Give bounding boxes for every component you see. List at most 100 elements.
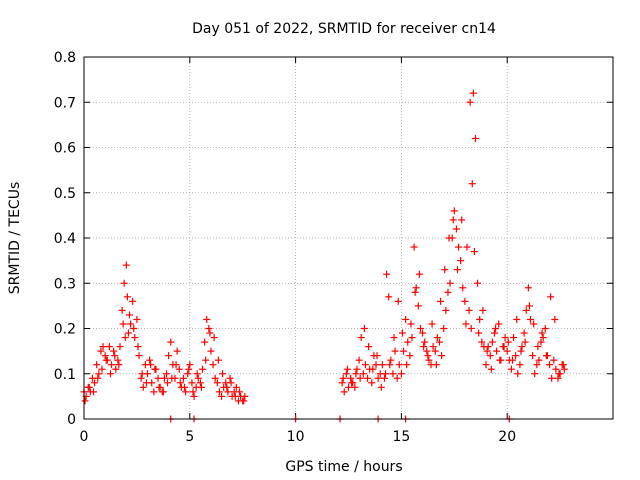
data-point — [521, 338, 529, 346]
y-tick-label: 0.7 — [54, 95, 76, 111]
data-point — [503, 347, 511, 355]
data-point — [155, 383, 163, 391]
data-point — [347, 374, 355, 382]
data-point — [389, 370, 397, 378]
data-point — [463, 243, 471, 251]
data-point — [462, 320, 470, 328]
data-point — [175, 365, 183, 373]
data-point — [168, 374, 176, 382]
data-point — [479, 306, 487, 314]
data-point — [478, 338, 486, 346]
data-point — [552, 365, 560, 373]
y-tick-label: 0 — [67, 412, 76, 428]
data-point — [209, 361, 217, 369]
data-point — [194, 374, 202, 382]
data-point — [184, 370, 192, 378]
data-point — [431, 347, 439, 355]
data-point — [482, 361, 490, 369]
data-point — [446, 279, 454, 287]
data-point — [202, 356, 210, 364]
data-point — [412, 284, 420, 292]
data-point — [423, 347, 431, 355]
data-point — [438, 352, 446, 360]
data-point — [530, 320, 538, 328]
data-point — [408, 334, 416, 342]
data-point — [508, 356, 516, 364]
data-point — [193, 370, 201, 378]
data-point — [101, 352, 109, 360]
data-point — [213, 379, 221, 387]
data-point — [424, 352, 432, 360]
data-point — [560, 365, 568, 373]
data-point — [501, 334, 509, 342]
data-point — [351, 383, 359, 391]
data-point — [512, 352, 520, 360]
data-point — [360, 325, 368, 332]
x-tick-label: 20 — [498, 429, 516, 445]
data-point — [411, 288, 419, 296]
data-point — [98, 365, 106, 373]
data-point — [165, 352, 173, 360]
data-point — [487, 365, 495, 373]
data-point — [342, 370, 350, 378]
data-point — [410, 243, 418, 251]
data-point — [537, 338, 545, 346]
data-point — [554, 374, 562, 382]
data-point — [531, 370, 539, 378]
y-tick-label: 0.3 — [54, 276, 76, 292]
y-tick-label: 0.8 — [54, 50, 76, 66]
data-point — [421, 338, 429, 346]
data-point — [539, 334, 547, 342]
data-point — [400, 347, 408, 355]
data-point — [433, 334, 441, 342]
data-point — [548, 374, 556, 382]
data-point — [185, 365, 193, 373]
data-point — [476, 315, 484, 323]
data-point — [151, 365, 159, 373]
data-point — [134, 343, 142, 351]
data-point — [201, 338, 209, 346]
data-point — [120, 279, 128, 287]
data-point — [95, 370, 103, 378]
data-point — [159, 388, 167, 396]
data-point — [469, 89, 477, 97]
data-point — [535, 356, 543, 364]
data-point — [403, 361, 411, 369]
data-point — [164, 379, 172, 387]
data-point — [118, 306, 126, 314]
data-point — [368, 379, 376, 387]
y-tick-label: 0.1 — [54, 367, 76, 383]
data-point — [210, 334, 218, 342]
data-point — [241, 392, 249, 400]
data-point — [124, 329, 132, 337]
data-point — [420, 343, 428, 351]
data-point — [133, 315, 141, 323]
data-point — [435, 338, 443, 346]
data-point — [179, 374, 187, 382]
data-point — [496, 356, 504, 364]
data-point — [541, 325, 549, 332]
data-point — [407, 320, 415, 328]
data-point — [391, 347, 399, 355]
data-point — [203, 315, 211, 323]
data-point — [488, 338, 496, 346]
data-point — [345, 383, 352, 391]
data-point — [398, 329, 406, 337]
data-point — [207, 347, 215, 355]
data-point — [394, 297, 402, 305]
data-point — [364, 374, 372, 382]
data-point — [139, 383, 147, 391]
data-point — [510, 334, 518, 342]
data-point — [356, 374, 364, 382]
data-point — [123, 293, 131, 301]
x-tick-label: 0 — [80, 429, 89, 445]
chart-title: Day 051 of 2022, SRMTID for receiver cn1… — [192, 21, 496, 37]
data-point — [365, 343, 373, 351]
data-point — [231, 392, 239, 400]
data-point — [355, 356, 363, 364]
data-point — [102, 356, 110, 364]
data-point — [468, 180, 476, 188]
data-point — [240, 397, 248, 405]
data-point — [110, 347, 118, 355]
data-point — [150, 388, 158, 396]
